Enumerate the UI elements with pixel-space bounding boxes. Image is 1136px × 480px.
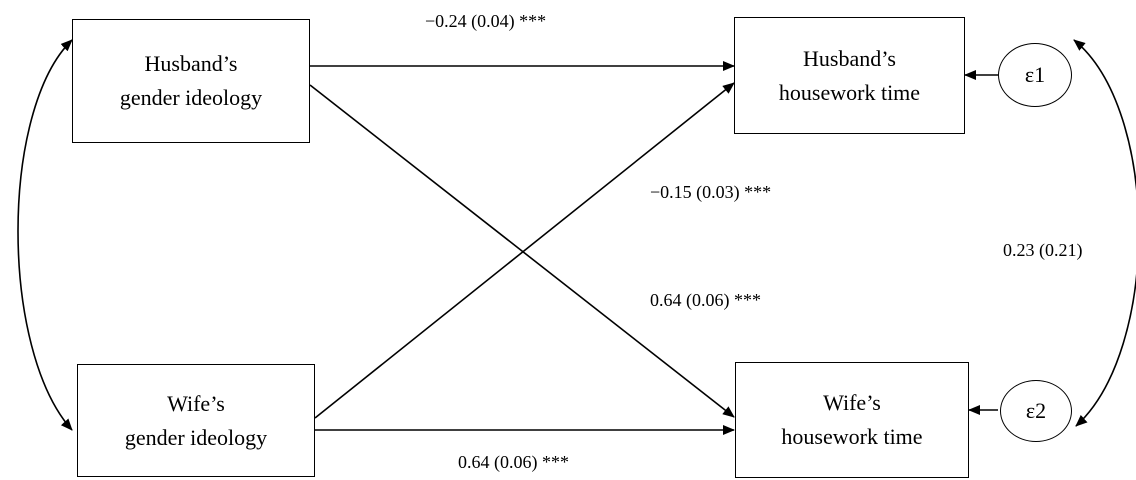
covariance-ideologies-arrow: [17, 39, 73, 431]
husband-gender-ideology-line2: gender ideology: [119, 85, 263, 110]
coef-husband-to-wife: 0.64 (0.06) ***: [650, 290, 761, 310]
error-term-1-label: ε1: [1024, 62, 1046, 87]
coef-wife-to-wife: 0.64 (0.06) ***: [458, 452, 569, 472]
husband-housework-line2: housework time: [778, 79, 921, 105]
path-husband-to-wife-housework: [309, 84, 735, 418]
wife-gender-ideology-line1: Wife’s: [167, 390, 225, 416]
path-wife-to-husband-housework: [314, 82, 735, 419]
husband-gender-ideology-box: Husband’s gender ideology: [72, 19, 310, 143]
wife-gender-ideology-line2: gender ideology: [124, 424, 268, 450]
wife-gender-ideology-box: Wife’s gender ideology: [77, 364, 315, 477]
coef-husband-to-husband: −0.24 (0.04) ***: [425, 11, 547, 31]
wife-housework-line1: Wife’s: [823, 390, 881, 415]
coef-wife-to-husband: −0.15 (0.03) ***: [650, 182, 772, 202]
error-term-2-label: ε2: [1025, 398, 1047, 423]
husband-housework-line1: Husband’s: [803, 45, 896, 71]
error-term-2: ε2: [1000, 380, 1072, 442]
wife-housework-time-box: Wife’s housework time: [735, 362, 969, 478]
wife-housework-line2: housework time: [781, 424, 923, 449]
covariance-errors-arrow: [1073, 39, 1136, 427]
husband-gender-ideology-line1: Husband’s: [144, 51, 238, 76]
coef-error-covariance: 0.23 (0.21): [1003, 240, 1083, 260]
husband-housework-time-box: Husband’s housework time: [734, 17, 965, 134]
error-term-1: ε1: [998, 43, 1072, 107]
